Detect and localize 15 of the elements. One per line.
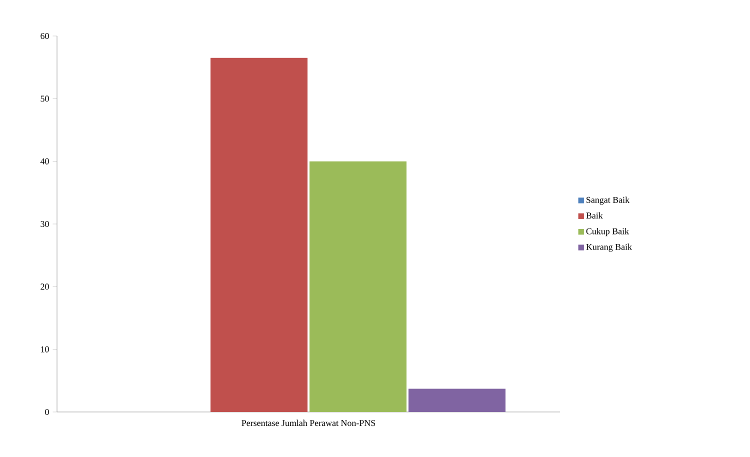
y-tick-label: 20 (40, 284, 49, 290)
bar (210, 58, 308, 412)
y-tick-label: 10 (41, 346, 49, 352)
legend-label: Cukup Baik (586, 228, 630, 236)
bar (408, 388, 506, 412)
legend-label: Sangat Baik (586, 196, 630, 205)
y-tick-label: 60 (40, 32, 49, 40)
y-tick-label: 0 (45, 408, 49, 416)
legend-label: Kurang Baik (586, 244, 632, 252)
legend-label: Baik (586, 212, 603, 219)
y-tick-label: 40 (40, 158, 49, 164)
x-tick-label: Persentase Jumlah Perawat Non-PNS (242, 420, 376, 426)
y-tick-label: 50 (40, 96, 49, 102)
y-tick-label: 30 (40, 220, 49, 228)
bar (310, 161, 407, 412)
